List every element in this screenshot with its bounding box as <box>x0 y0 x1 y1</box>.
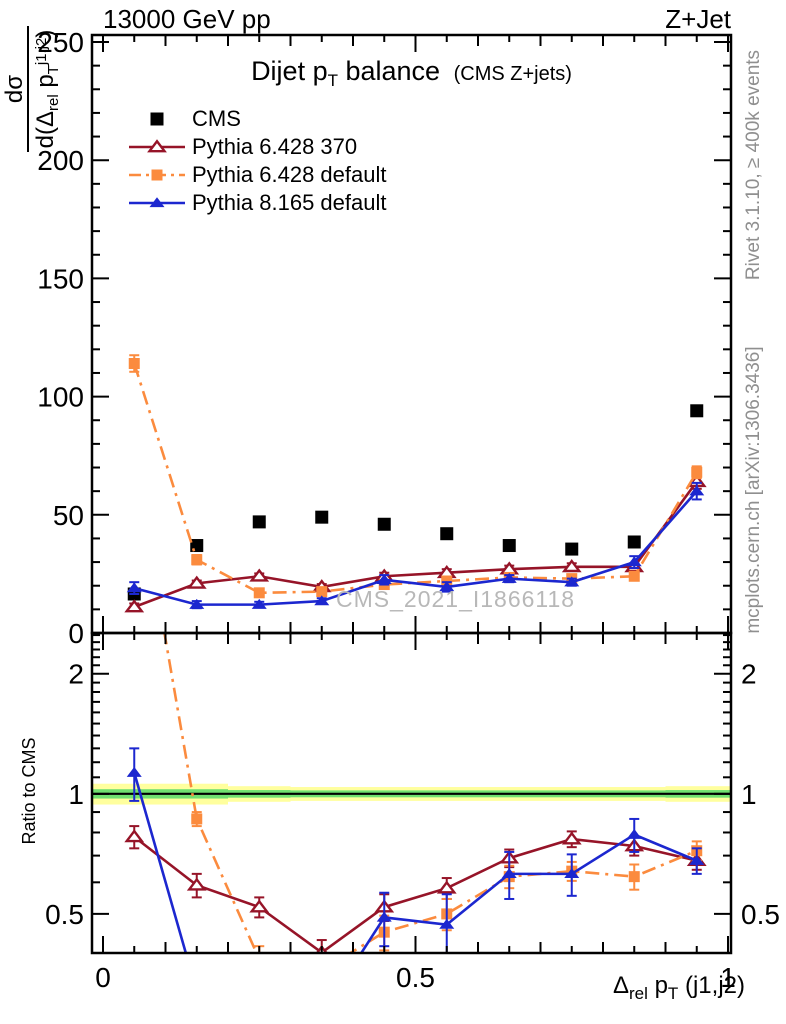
svg-text:250: 250 <box>37 27 84 58</box>
axes-frame <box>90 33 733 955</box>
svg-text:0.5: 0.5 <box>45 899 84 930</box>
svg-text:1: 1 <box>741 779 757 810</box>
series-ratio-pythia-8-165-default <box>126 747 705 953</box>
series-main-pythia-8-165-default <box>126 481 705 610</box>
svg-text:2: 2 <box>68 659 84 690</box>
series-main-pythia-6-428-370 <box>124 473 707 613</box>
svg-text:0.5: 0.5 <box>741 899 780 930</box>
svg-text:2: 2 <box>741 659 757 690</box>
series-main-cms <box>127 404 704 601</box>
tick-labels: 0 50 100 150 200 250 0.5 0.5 1 1 2 2 0 0.5 1 <box>37 27 780 993</box>
svg-text:1: 1 <box>68 779 84 810</box>
series-main-pythia-6-428-default <box>128 354 703 599</box>
svg-text:0.5: 0.5 <box>396 962 435 993</box>
svg-text:1: 1 <box>720 962 736 993</box>
svg-text:0: 0 <box>95 962 111 993</box>
ratio-uncertainty-band <box>92 783 731 805</box>
series-ratio-pythia-6-428-default <box>163 633 703 953</box>
svg-text:50: 50 <box>53 500 84 531</box>
svg-text:0: 0 <box>68 618 84 649</box>
svg-text:150: 150 <box>37 263 84 294</box>
axis-ticks <box>92 35 731 953</box>
svg-text:100: 100 <box>37 382 84 413</box>
svg-text:200: 200 <box>37 145 84 176</box>
